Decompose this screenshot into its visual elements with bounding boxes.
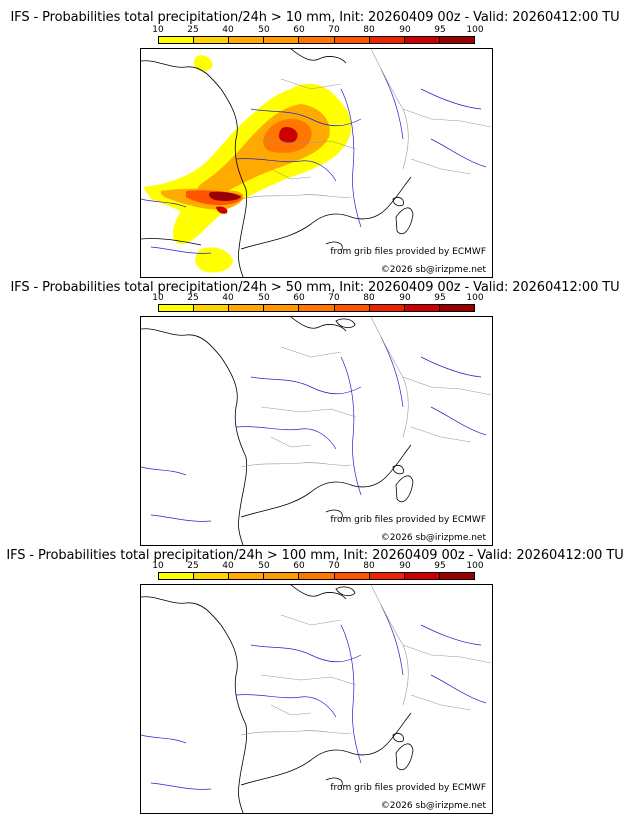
colorbar-tick: 95 bbox=[434, 561, 446, 571]
precip-map bbox=[141, 49, 492, 277]
colorbar-segment bbox=[404, 573, 440, 579]
data-source-credit: from grib files provided by ECMWF bbox=[330, 783, 486, 793]
map-frame: from grib files provided by ECMWF ©2026 … bbox=[140, 584, 493, 814]
colorbar-tick: 90 bbox=[399, 293, 411, 303]
colorbar-ticks: 10 25 40 50 60 70 80 90 95 100 bbox=[152, 25, 483, 35]
precip-map bbox=[141, 585, 492, 813]
colorbar-segment bbox=[264, 305, 300, 311]
colorbar-segment bbox=[159, 305, 195, 311]
colorbar-segment bbox=[369, 305, 405, 311]
precip-map bbox=[141, 317, 492, 545]
colorbar-tick: 10 bbox=[152, 561, 164, 571]
colorbar-tick: 80 bbox=[363, 25, 375, 35]
colorbar-tick: 60 bbox=[293, 25, 305, 35]
coastlines bbox=[141, 585, 414, 813]
rivers bbox=[141, 68, 487, 254]
copyright-credit: ©2026 sb@irizpme.net bbox=[380, 533, 486, 543]
colorbar-tick: 10 bbox=[152, 293, 164, 303]
colorbar-segment bbox=[439, 573, 474, 579]
colorbar-segment bbox=[194, 573, 230, 579]
colorbar-segment bbox=[229, 573, 265, 579]
colorbar-ticks: 10 25 40 50 60 70 80 90 95 100 bbox=[152, 293, 483, 303]
colorbar-tick: 10 bbox=[152, 25, 164, 35]
admin-borders bbox=[240, 317, 492, 468]
admin-borders bbox=[240, 585, 492, 736]
colorbar bbox=[158, 304, 475, 312]
colorbar-segment bbox=[299, 573, 335, 579]
colorbar-segment bbox=[439, 37, 474, 43]
colorbar-tick: 25 bbox=[187, 561, 199, 571]
colorbar-tick: 50 bbox=[258, 293, 270, 303]
colorbar-ticks: 10 25 40 50 60 70 80 90 95 100 bbox=[152, 561, 483, 571]
colorbar-tick: 60 bbox=[293, 561, 305, 571]
colorbar-segment bbox=[439, 305, 474, 311]
colorbar-segment bbox=[194, 305, 230, 311]
colorbar-tick: 70 bbox=[328, 293, 340, 303]
map-frame: from grib files provided by ECMWF ©2026 … bbox=[140, 316, 493, 546]
rivers bbox=[141, 604, 487, 790]
colorbar-tick: 70 bbox=[328, 561, 340, 571]
colorbar-tick: 40 bbox=[222, 25, 234, 35]
rivers bbox=[141, 336, 487, 522]
colorbar-tick: 25 bbox=[187, 25, 199, 35]
panel-title: IFS - Probabilities total precipitation/… bbox=[10, 280, 620, 295]
panel-title: IFS - Probabilities total precipitation/… bbox=[10, 10, 620, 25]
colorbar-tick: 40 bbox=[222, 561, 234, 571]
colorbar-tick: 95 bbox=[434, 25, 446, 35]
map-frame: from grib files provided by ECMWF ©2026 … bbox=[140, 48, 493, 278]
colorbar-tick: 40 bbox=[222, 293, 234, 303]
colorbar bbox=[158, 36, 475, 44]
colorbar-segment bbox=[229, 305, 265, 311]
coastlines bbox=[141, 317, 414, 545]
panel-title: IFS - Probabilities total precipitation/… bbox=[6, 548, 624, 563]
colorbar-segment bbox=[334, 37, 370, 43]
colorbar-segment bbox=[159, 573, 195, 579]
colorbar-tick: 50 bbox=[258, 561, 270, 571]
colorbar-tick: 100 bbox=[466, 25, 484, 35]
precipitation-field bbox=[143, 55, 352, 273]
data-source-credit: from grib files provided by ECMWF bbox=[330, 515, 486, 525]
colorbar-segment bbox=[229, 37, 265, 43]
colorbar-segment bbox=[334, 573, 370, 579]
colorbar-tick: 80 bbox=[363, 561, 375, 571]
admin-borders bbox=[240, 49, 492, 200]
colorbar-segment bbox=[369, 37, 405, 43]
colorbar-tick: 95 bbox=[434, 293, 446, 303]
coastlines bbox=[141, 49, 414, 277]
colorbar-tick: 70 bbox=[328, 25, 340, 35]
colorbar-tick: 100 bbox=[466, 561, 484, 571]
colorbar-tick: 80 bbox=[363, 293, 375, 303]
colorbar-tick: 90 bbox=[399, 25, 411, 35]
colorbar-segment bbox=[404, 37, 440, 43]
colorbar-segment bbox=[299, 305, 335, 311]
colorbar-tick: 25 bbox=[187, 293, 199, 303]
copyright-credit: ©2026 sb@irizpme.net bbox=[380, 801, 486, 811]
copyright-credit: ©2026 sb@irizpme.net bbox=[380, 265, 486, 275]
data-source-credit: from grib files provided by ECMWF bbox=[330, 247, 486, 257]
colorbar-segment bbox=[334, 305, 370, 311]
colorbar-segment bbox=[264, 37, 300, 43]
colorbar-segment bbox=[299, 37, 335, 43]
colorbar-segment bbox=[404, 305, 440, 311]
colorbar-tick: 50 bbox=[258, 25, 270, 35]
colorbar-tick: 100 bbox=[466, 293, 484, 303]
colorbar-tick: 60 bbox=[293, 293, 305, 303]
colorbar-tick: 90 bbox=[399, 561, 411, 571]
colorbar-segment bbox=[194, 37, 230, 43]
colorbar-segment bbox=[264, 573, 300, 579]
colorbar-segment bbox=[159, 37, 195, 43]
colorbar bbox=[158, 572, 475, 580]
colorbar-segment bbox=[369, 573, 405, 579]
